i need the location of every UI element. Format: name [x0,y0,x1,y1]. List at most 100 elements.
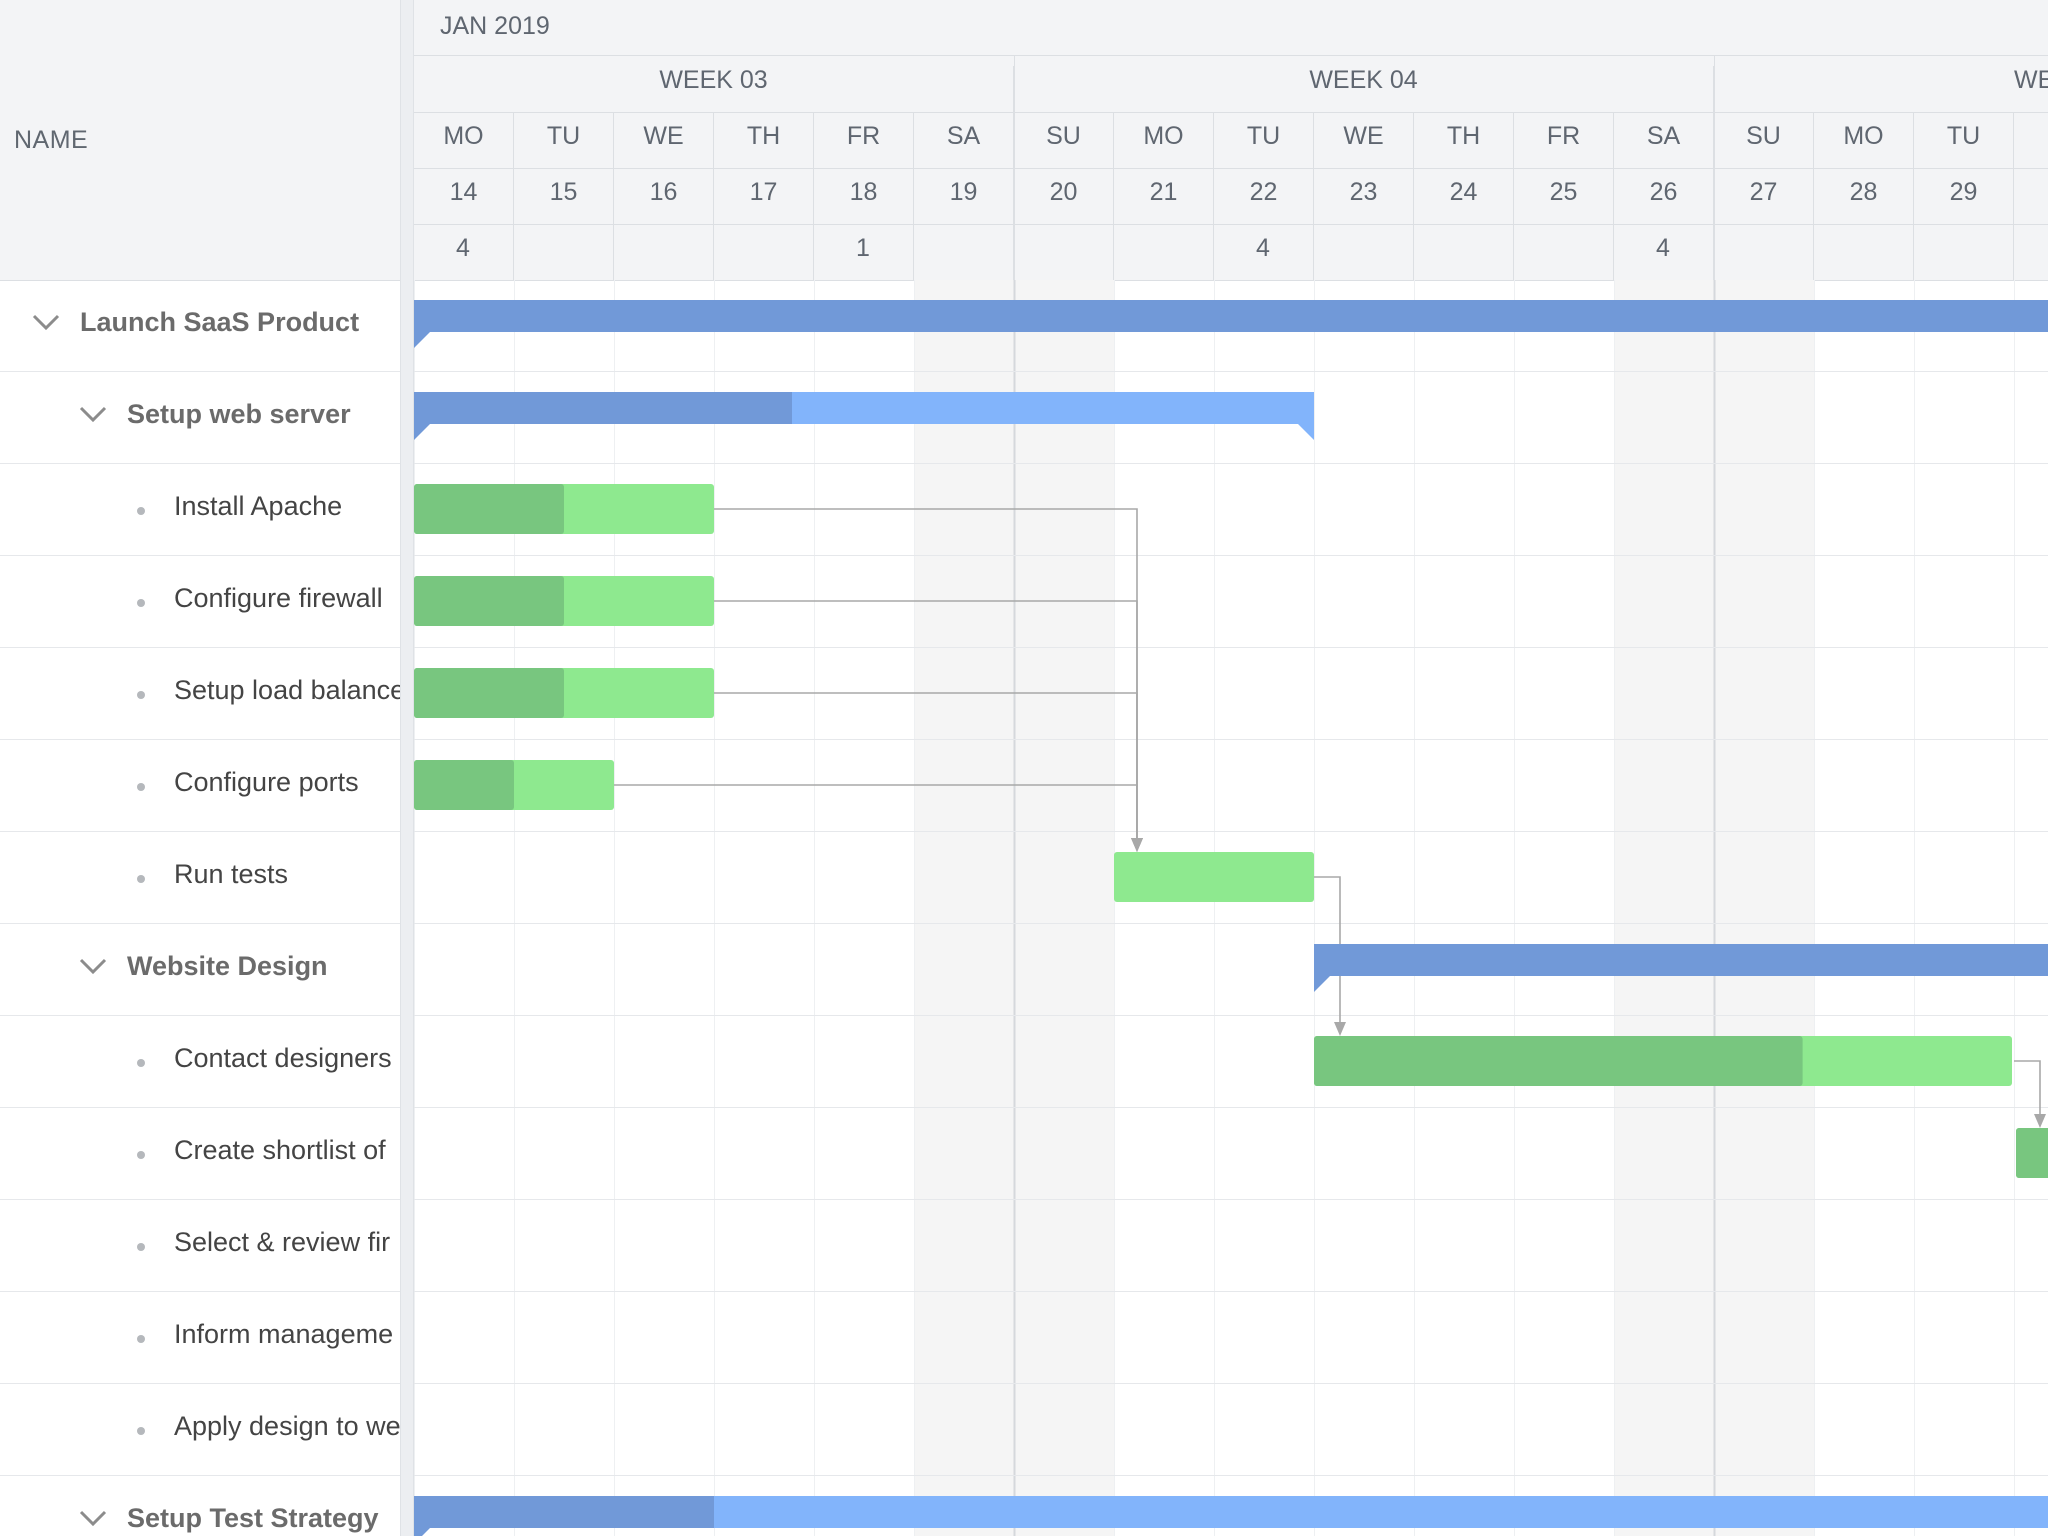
day-count-label: 1 [814,224,914,280]
bullet-icon [137,1335,145,1343]
day-of-week-label: MO [414,112,514,168]
task-bar-progress [414,760,514,810]
day-of-week-label: TU [1214,112,1314,168]
bullet-icon [137,783,145,791]
tree-row-label: Contact designers [174,1043,392,1073]
summary-bar-progress [414,300,2048,332]
dependency-line [614,784,1138,840]
tree-group-row[interactable]: Launch SaaS Product [0,280,400,372]
month-label: JAN 2019 [440,12,550,40]
bullet-icon [137,1243,145,1251]
tree-row-label: Install Apache [174,491,343,521]
week-label: WE [1714,66,2048,112]
summary-bar-progress [414,392,792,424]
tree-row-label: Launch SaaS Product [80,307,360,337]
day-date-label: 23 [1314,168,1414,224]
dependency-arrow [1334,1022,1346,1036]
day-count-label [714,224,814,280]
dependency-line [2014,1060,2041,1116]
day-count-label: 4 [1614,224,1714,280]
chevron-down-icon[interactable] [79,404,107,424]
day-date-label: 24 [1414,168,1514,224]
day-of-week-label: SU [1014,112,1114,168]
day-count-label [514,224,614,280]
day-date-label: 25 [1514,168,1614,224]
tree-task-row[interactable]: Configure firewall [0,556,400,648]
dependency-arrow [1131,838,1143,852]
day-count-label [1514,224,1614,280]
day-date-label: 19 [914,168,1014,224]
day-of-week-label [2014,112,2048,168]
summary-bar-start-marker [414,1528,430,1536]
tree-task-row[interactable]: Setup load balancer [0,648,400,740]
day-count-label [1314,224,1414,280]
day-count-label [1414,224,1514,280]
day-count-label [1814,224,1914,280]
weekend-column [1014,280,1114,1536]
day-count-label: 4 [414,224,514,280]
day-date-label: 26 [1614,168,1714,224]
tree-task-row[interactable]: Select & review fir [0,1200,400,1292]
tree-task-row[interactable]: Install Apache [0,464,400,556]
day-date-label: 18 [814,168,914,224]
day-of-week-label: SU [1714,112,1814,168]
day-date-label: 22 [1214,168,1314,224]
week-separator [1014,55,1015,280]
tree-task-row[interactable]: Run tests [0,832,400,924]
summary-bar-end-marker [1298,424,1314,440]
day-date-label: 15 [514,168,614,224]
bullet-icon [137,875,145,883]
task-tree: Launch SaaS Product Setup web server Insta… [0,280,400,1536]
tree-task-row[interactable]: Contact designers [0,1016,400,1108]
weekend-column [1614,280,1714,1536]
task-bar-progress [1314,1036,1803,1086]
dependency-arrow [2034,1114,2046,1128]
tree-group-row[interactable]: Website Design [0,924,400,1016]
task-bar-progress [414,668,564,718]
tree-task-row[interactable]: Inform manageme [0,1292,400,1384]
tree-row-label: Inform manageme [174,1319,394,1349]
day-of-week-label: TU [514,112,614,168]
summary-bar-start-marker [414,332,430,348]
summary-bar-progress [414,1496,714,1528]
header-divider [414,168,2048,169]
task-bar-progress [414,576,564,626]
name-column-label: NAME [14,126,89,154]
tree-task-row[interactable]: Apply design to we [0,1384,400,1476]
header-divider [414,112,2048,113]
name-column-header: NAME [0,0,400,281]
tree-group-row[interactable]: Setup web server [0,372,400,464]
day-of-week-label: WE [1314,112,1414,168]
day-date-label: 14 [414,168,514,224]
day-date-label [2014,168,2048,224]
bullet-icon [137,1427,145,1435]
day-of-week-label: TH [714,112,814,168]
bullet-icon [137,599,145,607]
day-of-week-label: MO [1814,112,1914,168]
day-count-label: 4 [1214,224,1314,280]
tree-row-label: Setup web server [127,399,351,429]
tree-row-label: Setup Test Strategy [127,1503,379,1533]
day-of-week-label: MO [1114,112,1214,168]
day-date-label: 20 [1014,168,1114,224]
summary-bar-start-marker [1314,976,1330,992]
summary-bar-start-marker [414,424,430,440]
chevron-down-icon[interactable] [79,956,107,976]
tree-task-row[interactable]: Configure ports [0,740,400,832]
tree-task-row[interactable]: Create shortlist of [0,1108,400,1200]
pane-splitter[interactable] [400,0,414,1536]
day-count-label [614,224,714,280]
task-bar-progress [2016,1128,2048,1178]
header-divider [414,55,2048,56]
bullet-icon [137,1059,145,1067]
tree-group-row[interactable]: Setup Test Strategy [0,1476,400,1536]
chevron-down-icon[interactable] [79,1508,107,1528]
chevron-down-icon[interactable] [32,312,60,332]
day-of-week-label: FR [814,112,914,168]
tree-row-label: Create shortlist of [174,1135,386,1165]
tree-row-label: Run tests [174,859,289,889]
weekend-column [914,280,1014,1536]
day-count-label [914,224,1014,280]
day-count-label [1014,224,1114,280]
